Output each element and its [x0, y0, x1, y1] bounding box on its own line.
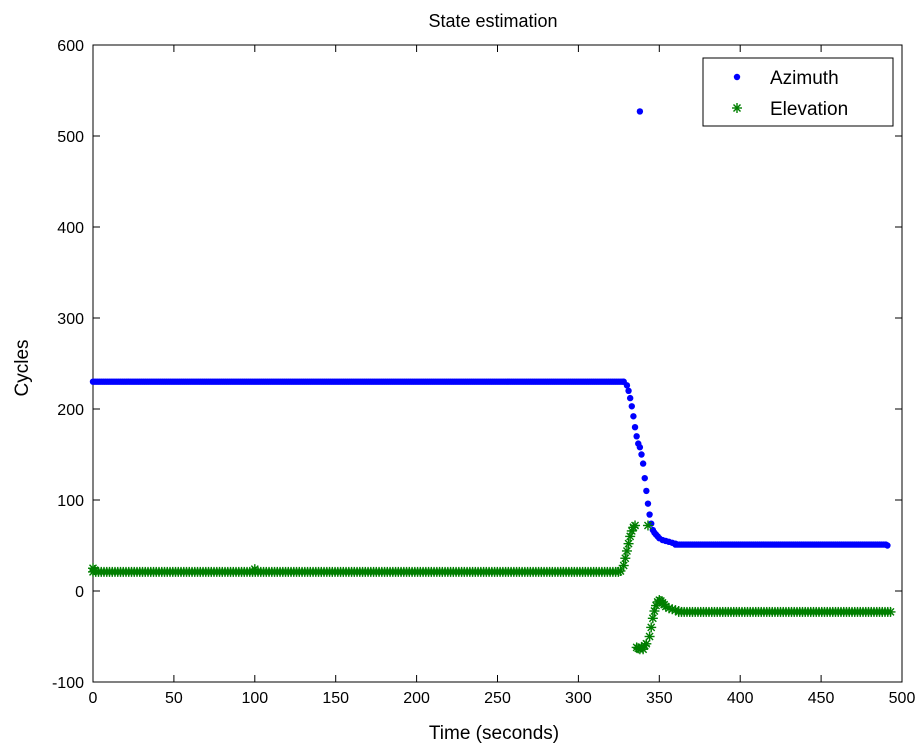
elevation-point	[249, 564, 260, 575]
y-tick-label: -100	[52, 675, 84, 692]
y-tick-label: 200	[57, 402, 84, 419]
elevation-point	[885, 606, 896, 617]
elevation-point	[623, 538, 634, 549]
y-tick-label: 300	[57, 311, 84, 328]
azimuth-point	[630, 413, 637, 420]
legend-label: Elevation	[770, 99, 848, 120]
x-tick-label: 0	[89, 690, 98, 707]
y-tick-label: 0	[75, 584, 84, 601]
azimuth-point	[636, 444, 644, 451]
y-tick-label: 500	[57, 129, 84, 146]
x-tick-label: 200	[403, 690, 430, 707]
azimuth-point	[633, 433, 640, 440]
x-axis-label: Time (seconds)	[429, 723, 559, 744]
legend-box	[702, 57, 894, 127]
legend-elevation-marker	[732, 103, 742, 113]
x-tick-label: 350	[646, 690, 673, 707]
azimuth-point	[672, 540, 679, 547]
elevation-point	[621, 545, 632, 556]
y-axis-label: Cycles	[12, 339, 33, 396]
legend-azimuth-marker	[733, 73, 741, 81]
x-tick-label: 400	[727, 690, 754, 707]
azimuth-point	[625, 387, 632, 394]
x-tick-label: 250	[484, 690, 511, 707]
x-tick-label: 450	[808, 690, 835, 707]
azimuth-point	[628, 403, 635, 410]
elevation-point	[620, 553, 631, 564]
elevation-point	[89, 565, 100, 576]
azimuth-point	[646, 511, 653, 518]
x-tick-label: 150	[322, 690, 349, 707]
axes-frame	[92, 44, 903, 683]
elevation-point	[647, 613, 658, 624]
azimuth-point	[882, 541, 890, 548]
legend: Azimuth Elevation	[702, 57, 894, 127]
azimuth-point	[636, 108, 644, 115]
chart-title: State estimation	[428, 11, 557, 31]
azimuth-point	[641, 474, 648, 482]
elevation-point	[642, 520, 653, 531]
plot-area: 0 50 100 150 200 250 300 350 400 450 500 -100 0 100 20…	[52, 38, 915, 707]
y-tick-label: 400	[57, 220, 84, 237]
elevation-point	[618, 560, 629, 571]
y-tick-label: 100	[57, 493, 84, 510]
x-tick-label: 500	[889, 690, 916, 707]
elevation-point	[630, 520, 641, 531]
azimuth-point	[639, 460, 647, 467]
elevation-point	[646, 622, 657, 633]
x-tick-label: 300	[565, 690, 592, 707]
x-tick-label: 50	[165, 690, 183, 707]
azimuth-point	[643, 487, 650, 495]
azimuth-point	[631, 424, 639, 431]
x-tick-label: 100	[241, 690, 268, 707]
azimuth-point	[626, 394, 634, 402]
azimuth-point	[644, 500, 652, 507]
y-tick-label: 600	[57, 38, 84, 55]
legend-label: Azimuth	[770, 68, 839, 89]
azimuth-point	[623, 382, 631, 389]
elevation-point	[615, 565, 626, 576]
elevation-point	[673, 606, 684, 617]
elevation-point	[644, 631, 655, 642]
elevation-point	[641, 638, 652, 649]
azimuth-point	[638, 451, 645, 458]
